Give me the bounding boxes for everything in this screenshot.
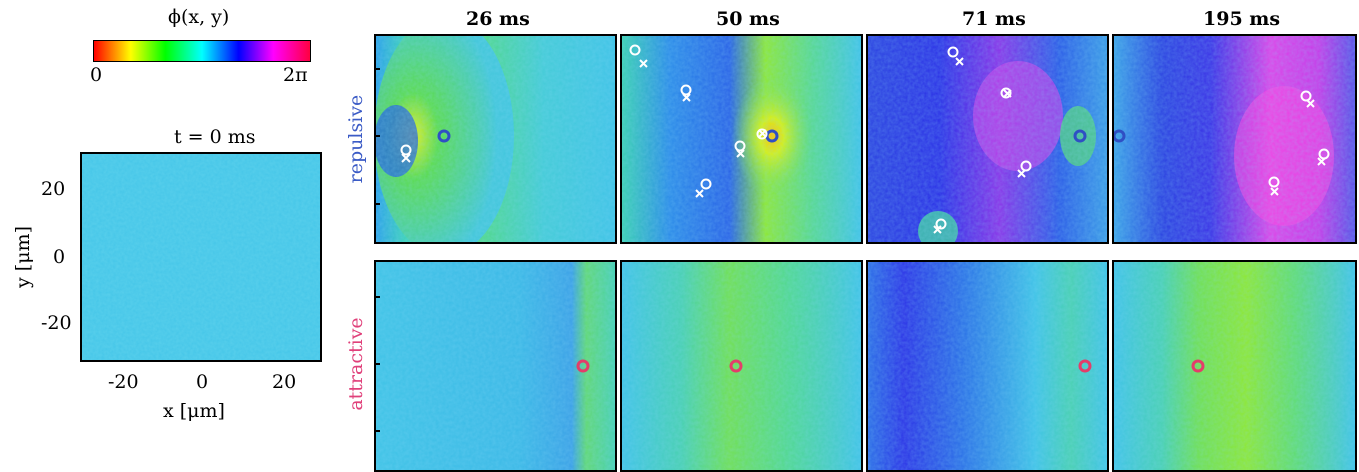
attractive-panel-71ms: [866, 260, 1109, 472]
axis-tick: [374, 430, 380, 432]
attractive-panel-195ms: [1112, 260, 1357, 472]
colorbar-label: ϕ(x, y): [168, 6, 230, 28]
y-tick-label: -20: [41, 312, 72, 334]
axis-tick: [374, 363, 380, 365]
reference-panel: [80, 152, 322, 362]
colorbar-max-label: 2π: [283, 64, 308, 86]
repulsive-panel-50ms: [620, 34, 863, 244]
y-axis-label: y [μm]: [12, 226, 34, 288]
x-tick-label: -20: [108, 371, 139, 393]
time-label-26ms: 26 ms: [466, 8, 530, 30]
x-axis-label: x [μm]: [163, 400, 225, 422]
attractive-panel-50ms: [620, 260, 863, 472]
y-tick-label: 0: [53, 246, 66, 268]
x-tick-label: 0: [196, 371, 209, 393]
attractive-panel-26ms: [374, 260, 617, 472]
x-tick-label: 20: [272, 371, 297, 393]
repulsive-panel-71ms: [866, 34, 1109, 244]
repulsive-panel-26ms: [374, 34, 617, 244]
reference-panel-title: t = 0 ms: [174, 126, 256, 148]
time-label-195ms: 195 ms: [1203, 8, 1281, 30]
row-label-attractive: attractive: [345, 317, 367, 411]
colorbar-min-label: 0: [90, 64, 103, 86]
y-tick-label: 20: [41, 178, 66, 200]
row-label-repulsive: repulsive: [345, 94, 367, 184]
axis-tick: [374, 296, 380, 298]
axis-tick: [374, 68, 380, 70]
time-label-50ms: 50 ms: [716, 8, 780, 30]
axis-tick: [374, 135, 380, 137]
time-label-71ms: 71 ms: [962, 8, 1026, 30]
repulsive-panel-195ms: [1112, 34, 1357, 244]
colorbar: [93, 40, 311, 62]
axis-tick: [374, 203, 380, 205]
